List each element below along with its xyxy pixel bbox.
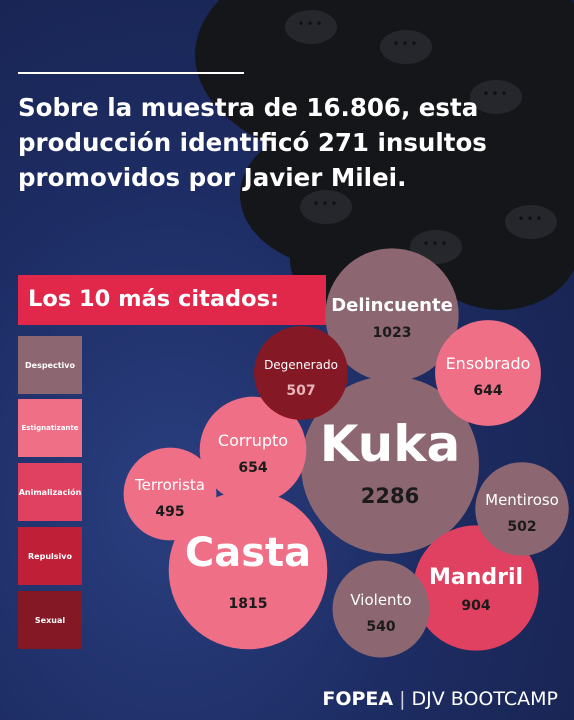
bubble-value-terrorista: 495 — [155, 504, 184, 520]
bubble-ensobrado: Ensobrado 644 — [435, 320, 541, 426]
legend-item-estignatizante: Estignatizante — [18, 399, 82, 457]
bubble-label-mentiroso: Mentiroso — [485, 491, 559, 509]
speech-bubble-icon — [285, 10, 337, 44]
bubble-mandril: Mandril 904 — [413, 525, 539, 651]
legend-item-sexual: Sexual — [18, 591, 82, 649]
bubble-value-violento: 540 — [366, 619, 395, 635]
bubble-label-kuka: Kuka — [320, 415, 460, 473]
bubble-value-mandril: 904 — [461, 598, 490, 614]
legend-title-banner: Los 10 más citados: — [18, 275, 326, 325]
bubble-circle-degenerado — [254, 326, 348, 420]
bubble-value-ensobrado: 644 — [473, 383, 502, 399]
legend-label: Sexual — [34, 615, 66, 625]
headline: Sobre la muestra de 16.806, esta producc… — [18, 93, 487, 192]
bubble-value-kuka: 2286 — [361, 484, 419, 508]
legend-label: Repulsivo — [28, 551, 72, 561]
bubble-value-degenerado: 507 — [286, 383, 315, 399]
legend-item-repulsivo: Repulsivo — [18, 527, 82, 585]
bubble-value-delincuente: 1023 — [373, 325, 412, 341]
legend-label: Animalización — [18, 487, 82, 497]
bubble-label-delincuente: Delincuente — [331, 295, 453, 316]
bubble-violento: Violento 540 — [332, 560, 430, 658]
legend-item-despectivo: Despectivo — [18, 336, 82, 394]
bubble-label-ensobrado: Ensobrado — [446, 354, 531, 373]
bubble-mentiroso: Mentiroso 502 — [475, 462, 569, 556]
bubble-degenerado: Degenerado 507 — [254, 326, 348, 420]
bubble-circle-terrorista — [123, 447, 217, 541]
bubble-circle-casta — [168, 490, 328, 650]
speech-bubble-icon — [300, 190, 352, 224]
bubble-label-casta: Casta — [185, 530, 311, 576]
footer-partner: DJV BOOTCAMP — [411, 688, 559, 710]
bubble-value-corrupto: 654 — [238, 460, 267, 476]
bubble-circle-mentiroso — [475, 462, 569, 556]
bubble-casta: Casta 1815 — [168, 490, 328, 650]
speech-bubble-icon — [470, 80, 522, 114]
bubble-label-degenerado: Degenerado — [264, 358, 338, 372]
legend-title: Los 10 más citados: — [28, 286, 279, 312]
title-rule — [18, 72, 244, 74]
bubble-label-violento: Violento — [350, 591, 411, 609]
bubble-value-mentiroso: 502 — [507, 519, 536, 535]
bubble-corrupto: Corrupto 654 — [199, 396, 307, 504]
bubble-circle-delincuente — [325, 248, 459, 382]
bubble-label-mandril: Mandril — [429, 565, 523, 590]
bubble-value-casta: 1815 — [229, 596, 268, 612]
footer: FOPEA | DJV BOOTCAMP — [322, 688, 558, 710]
bubble-terrorista: Terrorista 495 — [123, 447, 217, 541]
speech-bubble-icon — [505, 205, 557, 239]
bubble-circle-mandril — [413, 525, 539, 651]
legend-label: Despectivo — [25, 360, 75, 370]
footer-separator: | — [399, 688, 406, 710]
bubble-circle-violento — [332, 560, 430, 658]
bubble-circle-ensobrado — [435, 320, 541, 426]
bubble-delincuente: Delincuente 1023 — [325, 248, 459, 382]
bubble-label-corrupto: Corrupto — [218, 431, 288, 450]
speech-bubble-icon — [380, 30, 432, 64]
legend-label: Estignatizante — [21, 424, 79, 432]
bubble-circle-kuka — [301, 376, 479, 554]
bubble-circle-corrupto — [199, 396, 307, 504]
legend-item-animalizacion: Animalización — [18, 463, 82, 521]
footer-brand: FOPEA — [322, 688, 394, 710]
bubble-kuka: Kuka 2286 — [301, 376, 479, 554]
bubble-label-terrorista: Terrorista — [134, 476, 205, 494]
